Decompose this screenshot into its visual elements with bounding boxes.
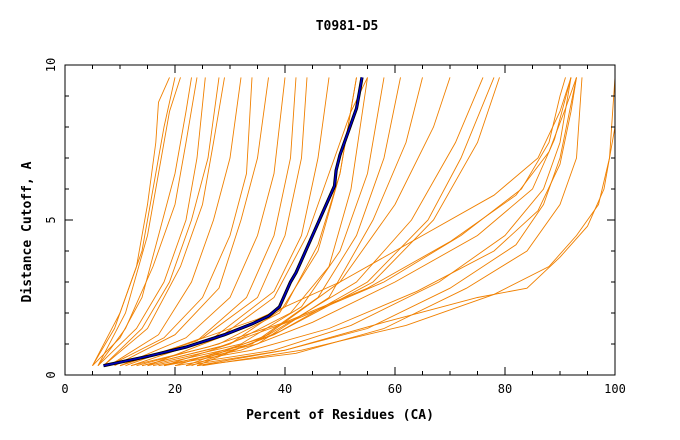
model-lines [92,77,616,367]
y-tick-label: 10 [44,58,58,72]
model-line-22 [185,77,484,367]
model-line-2 [92,77,176,366]
x-tick-label: 60 [388,382,402,396]
chart-title: T0981-D5 [316,19,379,34]
y-tick-label: 0 [44,371,58,378]
x-tick-label: 0 [61,382,68,396]
model-line-1 [92,77,170,366]
model-line-33 [196,77,616,367]
x-tick-label: 40 [278,382,292,396]
model-line-13 [119,77,297,367]
x-axis-label: Percent of Residues (CA) [246,408,434,423]
x-tick-label: 100 [604,382,626,396]
model-line-23 [191,77,500,367]
model-line-25 [119,77,572,367]
model-line-18 [147,77,385,367]
model-line-30 [174,77,572,367]
model-line-31 [185,77,577,367]
model-line-29 [163,77,577,367]
model-line-24 [196,77,495,367]
model-line-11 [114,77,269,367]
y-axis-label: Distance Cutoff, A [20,161,35,302]
model-line-34 [202,77,616,367]
model-line-4 [92,77,192,367]
model-line-12 [119,77,286,367]
model-line-19 [152,77,401,367]
model-line-9 [108,77,242,367]
highlight-line [103,77,364,368]
x-tick-label: 80 [498,382,512,396]
model-line-6 [97,77,206,367]
model-line-8 [103,77,225,367]
highlight-line-core [103,77,363,367]
y-tick-label: 5 [44,216,58,223]
model-line-5 [97,77,198,366]
model-line-36 [163,77,357,367]
model-line-32 [196,77,583,367]
model-line-27 [141,77,566,367]
model-line-28 [158,77,572,367]
model-line-3 [97,77,181,366]
model-line-10 [108,77,253,367]
axis-ticks: 0 20 40 60 80 100 0 5 10 [44,58,626,396]
x-tick-label: 20 [168,382,182,396]
model-line-15 [130,77,330,367]
model-line-7 [103,77,220,367]
